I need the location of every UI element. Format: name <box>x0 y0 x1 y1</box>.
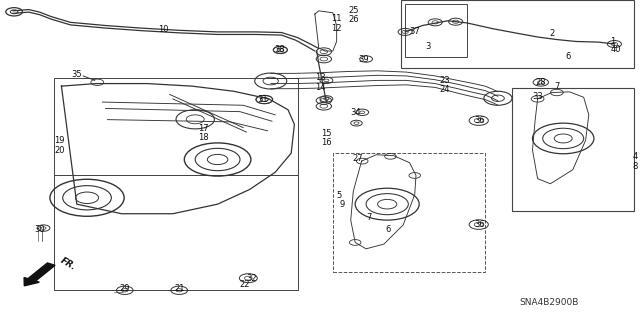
Bar <box>54 78 298 175</box>
Text: 39: 39 <box>358 55 369 64</box>
Text: 26: 26 <box>349 15 359 24</box>
Text: 19: 19 <box>54 137 65 145</box>
Text: 4: 4 <box>633 152 638 161</box>
Text: 7: 7 <box>367 213 372 222</box>
Text: 2: 2 <box>549 29 554 38</box>
Text: 6: 6 <box>566 52 571 61</box>
Text: 10: 10 <box>158 26 168 34</box>
Text: 24: 24 <box>440 85 450 94</box>
Text: 3: 3 <box>425 42 430 51</box>
Text: 36: 36 <box>475 220 485 229</box>
Text: FR.: FR. <box>59 256 77 272</box>
Text: 40: 40 <box>611 45 621 54</box>
Text: 32: 32 <box>246 274 257 283</box>
Text: 30: 30 <box>35 225 45 234</box>
Text: 27: 27 <box>353 154 363 163</box>
Text: 15: 15 <box>321 129 332 138</box>
Text: 35: 35 <box>72 70 82 78</box>
Bar <box>405 4 467 57</box>
Text: 34: 34 <box>351 108 361 117</box>
Text: 14: 14 <box>315 83 325 92</box>
Text: 6: 6 <box>385 225 390 234</box>
Text: 29: 29 <box>120 284 130 293</box>
Bar <box>333 153 485 272</box>
Text: 20: 20 <box>54 146 65 155</box>
Text: SNA4B2900B: SNA4B2900B <box>520 298 579 307</box>
Text: 18: 18 <box>198 133 209 142</box>
Text: 25: 25 <box>349 6 359 15</box>
Text: 7: 7 <box>554 82 559 91</box>
Bar <box>401 0 634 68</box>
Text: 33: 33 <box>532 92 543 101</box>
Text: 28: 28 <box>536 78 546 87</box>
Text: 8: 8 <box>633 162 638 171</box>
Bar <box>512 88 634 211</box>
Text: 21: 21 <box>174 284 184 293</box>
Text: 36: 36 <box>475 116 485 125</box>
Bar <box>54 175 298 290</box>
Text: 38: 38 <box>275 45 285 54</box>
Text: 16: 16 <box>321 138 332 147</box>
Text: 9: 9 <box>340 200 345 209</box>
Text: 22: 22 <box>239 280 250 289</box>
Text: 23: 23 <box>440 76 450 85</box>
Text: 37: 37 <box>410 27 420 36</box>
FancyArrow shape <box>24 263 55 286</box>
Text: 1: 1 <box>611 37 616 46</box>
Text: 17: 17 <box>198 124 209 133</box>
Text: 11: 11 <box>332 14 342 23</box>
Text: 5: 5 <box>337 191 342 200</box>
Text: 12: 12 <box>332 24 342 33</box>
Text: 13: 13 <box>315 73 325 82</box>
Text: 31: 31 <box>257 95 268 104</box>
